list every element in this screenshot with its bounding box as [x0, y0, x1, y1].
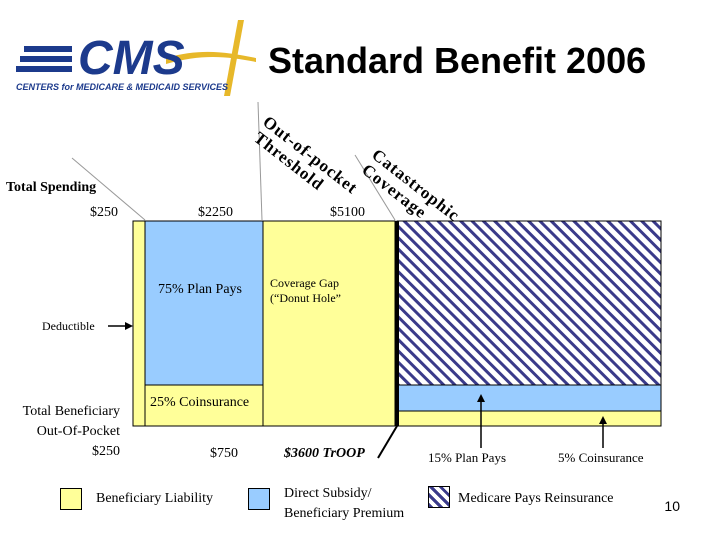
- legend-label-subsidy-line2: Beneficiary Premium: [284, 506, 405, 521]
- coverage-gap-line1: Coverage Gap: [270, 276, 339, 290]
- spending-250: $250: [90, 205, 118, 220]
- page-title: Standard Benefit 2006: [268, 40, 647, 81]
- plan-pays-15-label: 15% Plan Pays: [428, 450, 506, 465]
- legend-swatch-subsidy: [248, 488, 270, 510]
- beneficiary-oop-line2: Out-Of-Pocket: [36, 424, 120, 439]
- beneficiary-oop-label: Total Beneficiary Out-Of-Pocket $250: [8, 402, 120, 462]
- legend-label-subsidy: Direct Subsidy/ Beneficiary Premium: [284, 484, 404, 524]
- reinsurance-area: [396, 220, 662, 386]
- coverage-gap-label: Coverage Gap (“Donut Hole”: [270, 276, 341, 306]
- cms-logo: CMS: [16, 18, 256, 100]
- legend-label-subsidy-line1: Direct Subsidy/: [284, 486, 372, 501]
- legend-swatch-liability: [60, 488, 82, 510]
- plan-pays-15-area: [396, 384, 662, 412]
- spending-5100: $5100: [330, 205, 365, 220]
- page-number: 10: [664, 498, 680, 514]
- coinsurance-25-label: 25% Coinsurance: [150, 395, 250, 410]
- logo-text: CMS: [78, 32, 185, 85]
- logo-subtitle: CENTERS for MEDICARE & MEDICAID SERVICES: [16, 82, 229, 92]
- legend-swatch-reinsurance: [428, 486, 450, 508]
- legend-label-liability: Beneficiary Liability: [96, 491, 214, 506]
- coinsurance-5-area: [396, 410, 662, 427]
- coinsurance-5-label: 5% Coinsurance: [558, 450, 644, 465]
- coverage-gap-line2: (“Donut Hole”: [270, 291, 341, 305]
- legend-label-reinsurance: Medicare Pays Reinsurance: [458, 491, 614, 506]
- plan-pays-75-label: 75% Plan Pays: [158, 282, 242, 297]
- spending-2250: $2250: [198, 205, 233, 220]
- deductible-label: Deductible: [42, 319, 95, 333]
- coverage-gap-area: [262, 220, 396, 427]
- deductible-bar: [132, 220, 146, 427]
- oop-750: $750: [210, 446, 238, 461]
- plan-pays-75-area: [144, 220, 264, 386]
- beneficiary-oop-line1: Total Beneficiary: [22, 404, 120, 419]
- oop-250: $250: [92, 444, 120, 459]
- total-spending-label: Total Spending: [6, 180, 97, 195]
- oop-troop: $3600 TrOOP: [284, 446, 365, 461]
